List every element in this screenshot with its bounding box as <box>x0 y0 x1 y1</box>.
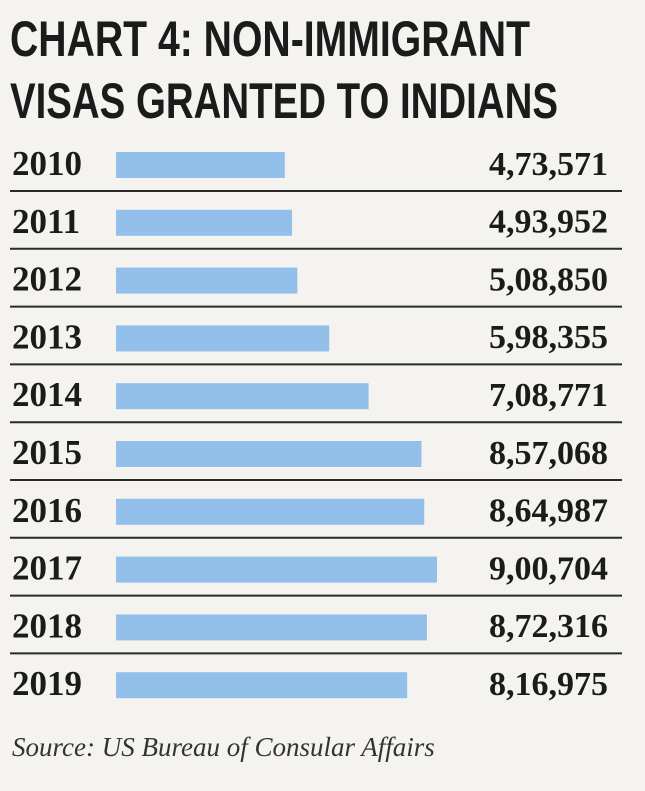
category-label: 2018 <box>12 606 82 645</box>
bar <box>116 267 298 294</box>
value-label: 9,00,704 <box>489 550 608 587</box>
category-label: 2014 <box>12 375 82 414</box>
bar <box>116 556 437 583</box>
chart-title: CHART 4: NON-IMMIGRANT <box>10 11 530 67</box>
category-label: 2010 <box>12 144 82 183</box>
bar <box>116 209 293 236</box>
category-label: 2011 <box>12 202 80 241</box>
value-label: 4,93,952 <box>489 204 608 241</box>
bar <box>116 498 425 525</box>
bar <box>116 614 427 641</box>
value-label: 5,98,355 <box>489 319 608 356</box>
value-label: 8,16,975 <box>489 666 608 703</box>
value-label: 4,73,571 <box>489 146 608 183</box>
value-label: 8,57,068 <box>489 435 608 472</box>
category-label: 2013 <box>12 317 82 356</box>
bar <box>116 672 408 699</box>
category-label: 2017 <box>12 549 82 588</box>
value-label: 7,08,771 <box>489 377 608 414</box>
bar <box>116 383 369 410</box>
source-note: Source: US Bureau of Consular Affairs <box>12 732 435 762</box>
chart-title: VISAS GRANTED TO INDIANS <box>10 73 558 129</box>
bar <box>116 441 422 467</box>
category-label: 2019 <box>12 664 82 703</box>
category-label: 2016 <box>12 491 82 530</box>
value-label: 8,72,316 <box>489 608 608 645</box>
value-label: 5,08,850 <box>489 261 608 298</box>
value-label: 8,64,987 <box>489 493 608 530</box>
bar <box>116 325 330 352</box>
category-label: 2015 <box>12 433 82 472</box>
bar <box>116 152 285 178</box>
category-label: 2012 <box>12 260 82 299</box>
